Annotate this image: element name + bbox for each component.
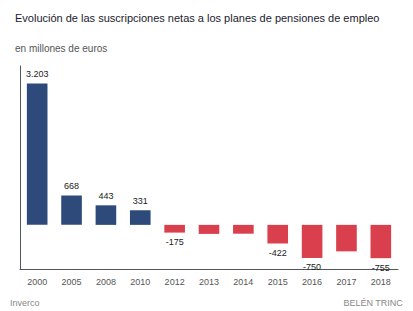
svg-text:2016: 2016 bbox=[302, 277, 322, 287]
svg-text:-755: -755 bbox=[372, 263, 390, 273]
svg-text:Inverco: Inverco bbox=[10, 298, 40, 308]
svg-text:331: 331 bbox=[133, 196, 148, 206]
svg-text:668: 668 bbox=[64, 181, 79, 191]
svg-text:2013: 2013 bbox=[199, 277, 219, 287]
svg-text:2005: 2005 bbox=[62, 277, 82, 287]
svg-text:BELÉN TRINC: BELÉN TRINC bbox=[343, 298, 403, 308]
svg-text:2014: 2014 bbox=[233, 277, 253, 287]
svg-text:2018: 2018 bbox=[371, 277, 391, 287]
svg-text:2017: 2017 bbox=[336, 277, 356, 287]
svg-text:2010: 2010 bbox=[130, 277, 150, 287]
svg-text:-422: -422 bbox=[269, 248, 287, 258]
svg-text:2008: 2008 bbox=[96, 277, 116, 287]
svg-text:-175: -175 bbox=[166, 237, 184, 247]
svg-text:443: 443 bbox=[98, 191, 113, 201]
svg-text:-750: -750 bbox=[303, 262, 321, 272]
svg-text:Evolución de las suscripciones: Evolución de las suscripciones netas a l… bbox=[15, 12, 379, 24]
svg-text:en millones de euros: en millones de euros bbox=[15, 43, 107, 54]
svg-text:2000: 2000 bbox=[27, 277, 47, 287]
svg-text:2012: 2012 bbox=[165, 277, 185, 287]
svg-text:3.203: 3.203 bbox=[26, 69, 49, 79]
svg-text:2015: 2015 bbox=[268, 277, 288, 287]
